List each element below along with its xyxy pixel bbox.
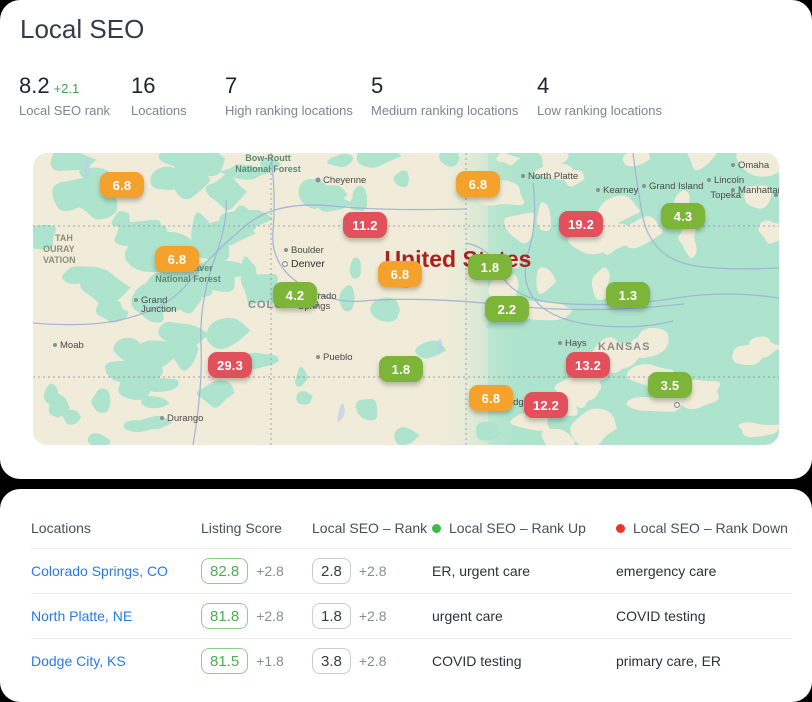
svg-text:Manhattan: Manhattan xyxy=(738,185,779,196)
svg-text:Moab: Moab xyxy=(60,340,84,351)
svg-text:TAH: TAH xyxy=(55,233,73,243)
svg-text:Kearney: Kearney xyxy=(603,185,639,196)
svg-text:National Forest: National Forest xyxy=(155,274,221,284)
svg-text:Grand Island: Grand Island xyxy=(649,181,703,192)
svg-text:Hays: Hays xyxy=(565,338,587,349)
svg-text:Boulder: Boulder xyxy=(291,245,324,256)
svg-text:Topeka: Topeka xyxy=(710,190,741,201)
svg-text:Denver: Denver xyxy=(291,258,325,270)
svg-text:Cheyenne: Cheyenne xyxy=(323,175,366,186)
svg-text:North Platte: North Platte xyxy=(528,171,578,182)
svg-text:Omaha: Omaha xyxy=(738,160,770,171)
svg-text:Pueblo: Pueblo xyxy=(323,352,353,363)
svg-text:National Forest: National Forest xyxy=(235,164,301,174)
svg-text:Bow-Routt: Bow-Routt xyxy=(245,153,290,163)
svg-text:OURAY: OURAY xyxy=(43,244,75,254)
svg-text:VATION: VATION xyxy=(43,255,76,265)
svg-text:KANSAS: KANSAS xyxy=(598,341,650,353)
svg-text:Durango: Durango xyxy=(167,413,203,424)
svg-text:Junction: Junction xyxy=(141,304,176,315)
